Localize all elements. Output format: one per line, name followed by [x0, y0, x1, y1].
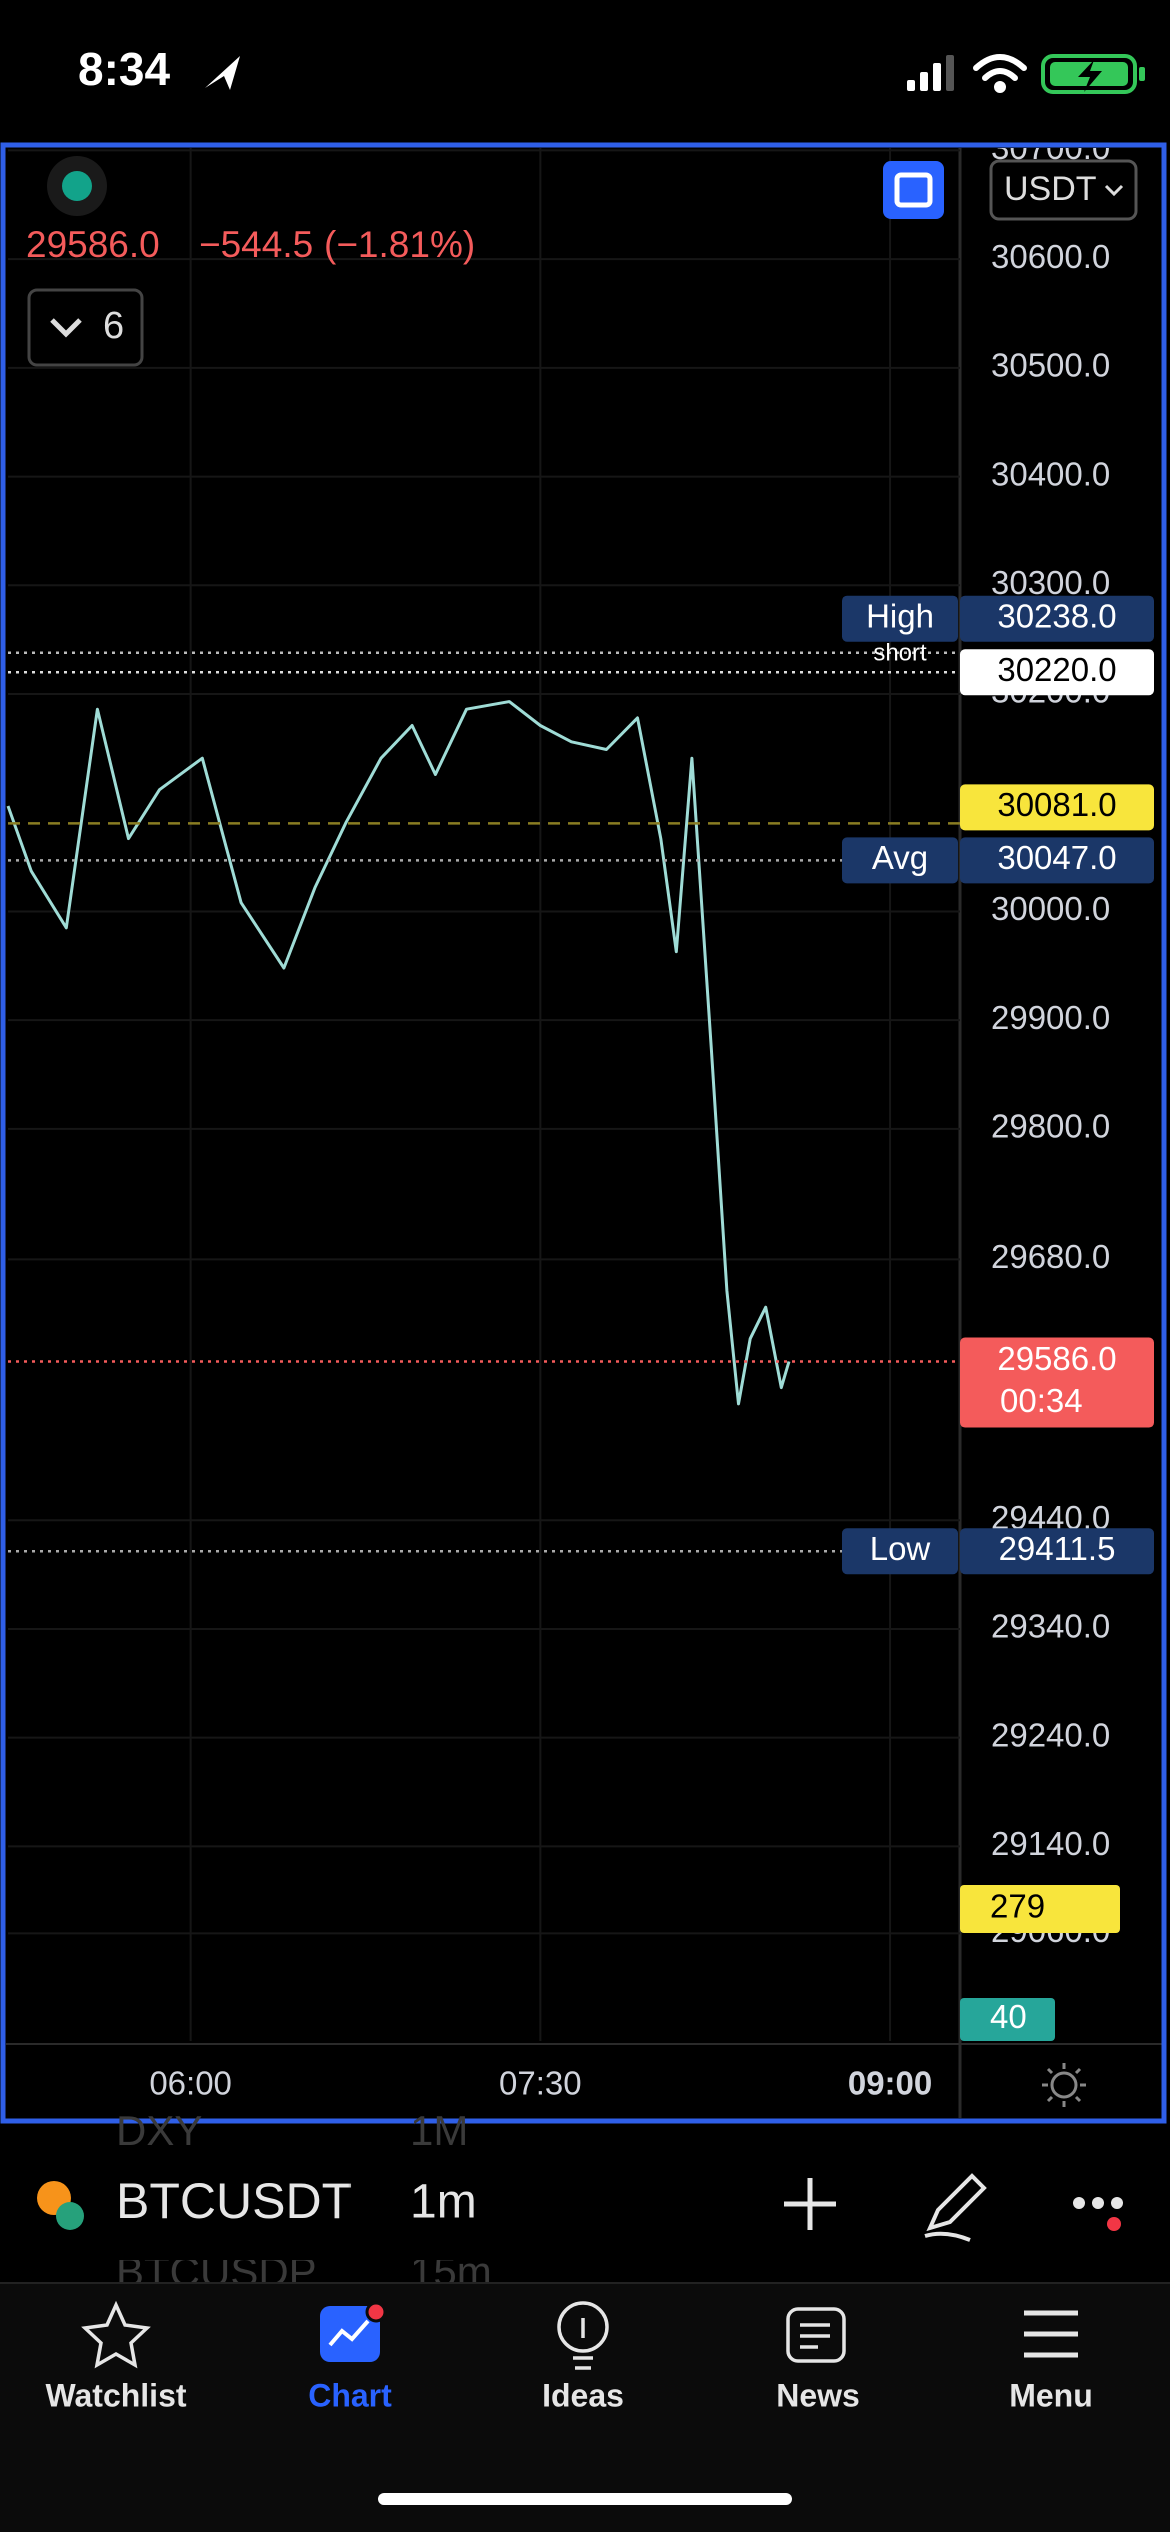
y-tick-label: 30400.0 — [991, 455, 1110, 492]
volume-tag-label: 40 — [990, 1998, 1027, 2035]
price-tag — [960, 784, 1154, 831]
price-tag — [960, 1528, 1154, 1575]
price-tag-name-bg — [842, 595, 958, 642]
volume-tag-label: 279 — [990, 1888, 1045, 1925]
chart-frame — [0, 142, 1167, 2124]
price-tag-name: short — [873, 640, 927, 667]
y-tick-label: 29140.0 — [991, 1825, 1110, 1862]
price-tag-name-bg — [842, 837, 958, 884]
price-tag-name: Low — [870, 1530, 931, 1567]
plot-area — [6, 148, 960, 2041]
y-tick-label: 29900.0 — [991, 999, 1110, 1036]
price-tag — [960, 837, 1154, 884]
y-tick-label: 29800.0 — [991, 1108, 1110, 1145]
draw-button[interactable] — [924, 2173, 987, 2242]
price-tag — [960, 1337, 1154, 1428]
indicator-count: 6 — [103, 305, 124, 347]
tab-label[interactable]: Ideas — [542, 2377, 624, 2413]
fullscreen-button[interactable] — [883, 161, 944, 219]
location-icon — [205, 56, 240, 90]
y-tick-label: 30000.0 — [991, 890, 1110, 927]
currency-dropdown[interactable]: USDT — [989, 159, 1138, 221]
y-tick-label: 30500.0 — [991, 347, 1110, 384]
watchlist-icon[interactable] — [81, 2300, 151, 2369]
toolbar-bg — [0, 2150, 1170, 2260]
tab-label[interactable]: Menu — [1009, 2377, 1093, 2413]
battery-icon — [1041, 54, 1145, 94]
price-tag-name-bg — [842, 1528, 958, 1575]
y-tick-label: 30600.0 — [991, 238, 1110, 275]
x-tick-label: 09:00 — [848, 2065, 932, 2102]
tab-label[interactable]: Watchlist — [45, 2377, 186, 2413]
ideas-icon[interactable] — [557, 2301, 609, 2370]
price-line — [6, 700, 791, 1406]
price-tag — [960, 649, 1154, 696]
more-button[interactable] — [1073, 2197, 1123, 2231]
symbol-fade — [300, 2170, 360, 2240]
menu-icon[interactable] — [1024, 2310, 1078, 2358]
interval[interactable]: 1m — [410, 2176, 477, 2229]
ghost-symbol: DXY — [116, 2107, 202, 2154]
price-tags: 30238.0 High 30220.0 short 30081.0 30047.0 Avg… — [842, 595, 1154, 2041]
price-tag-value: 29411.5 — [999, 1530, 1116, 1567]
signal-icon — [907, 55, 954, 91]
price-tag-value: 29586.0 — [997, 1340, 1116, 1377]
news-icon[interactable] — [786, 2307, 846, 2363]
ghost-interval: 1M — [410, 2107, 468, 2154]
tab-bar — [0, 2283, 1170, 2532]
tab-label[interactable]: News — [776, 2377, 860, 2413]
price-tag-value: 30047.0 — [997, 839, 1116, 876]
x-tick-label: 06:00 — [149, 2065, 232, 2102]
y-tick-label: 29240.0 — [991, 1716, 1110, 1753]
price-tag-value: 30238.0 — [997, 597, 1116, 634]
y-tick-label: 30300.0 — [991, 564, 1110, 601]
last-price: 29586.0 — [26, 224, 160, 265]
symbol-logo — [37, 2181, 84, 2230]
volume-tag — [960, 1885, 1120, 1933]
indicators-toggle[interactable]: 6 — [27, 288, 144, 367]
price-tag-value: 30220.0 — [997, 651, 1116, 688]
home-indicator — [378, 2493, 792, 2505]
price-change: −544.5 — [199, 224, 313, 265]
clock: 8:34 — [78, 43, 170, 95]
price-tag — [960, 595, 1154, 642]
price-tag-name: Avg — [872, 839, 928, 876]
y-tick-label: 29680.0 — [991, 1238, 1110, 1275]
settings-icon[interactable] — [1042, 2063, 1086, 2107]
wifi-icon — [973, 54, 1027, 93]
price-change-pct: (−1.81%) — [324, 224, 475, 265]
price-tag-value: 30081.0 — [997, 786, 1116, 823]
x-tick-label: 07:30 — [499, 2065, 582, 2102]
price-countdown: 00:34 — [1000, 1382, 1083, 1419]
volume-tag — [960, 1998, 1055, 2041]
tab-label[interactable]: Chart — [308, 2377, 392, 2413]
market-status-dot — [62, 171, 92, 201]
price-tag-name: High — [866, 597, 934, 634]
chart-icon[interactable] — [320, 2301, 387, 2362]
add-button[interactable] — [784, 2178, 836, 2230]
currency: USDT — [1004, 170, 1097, 208]
y-tick-label: 29340.0 — [991, 1608, 1110, 1645]
